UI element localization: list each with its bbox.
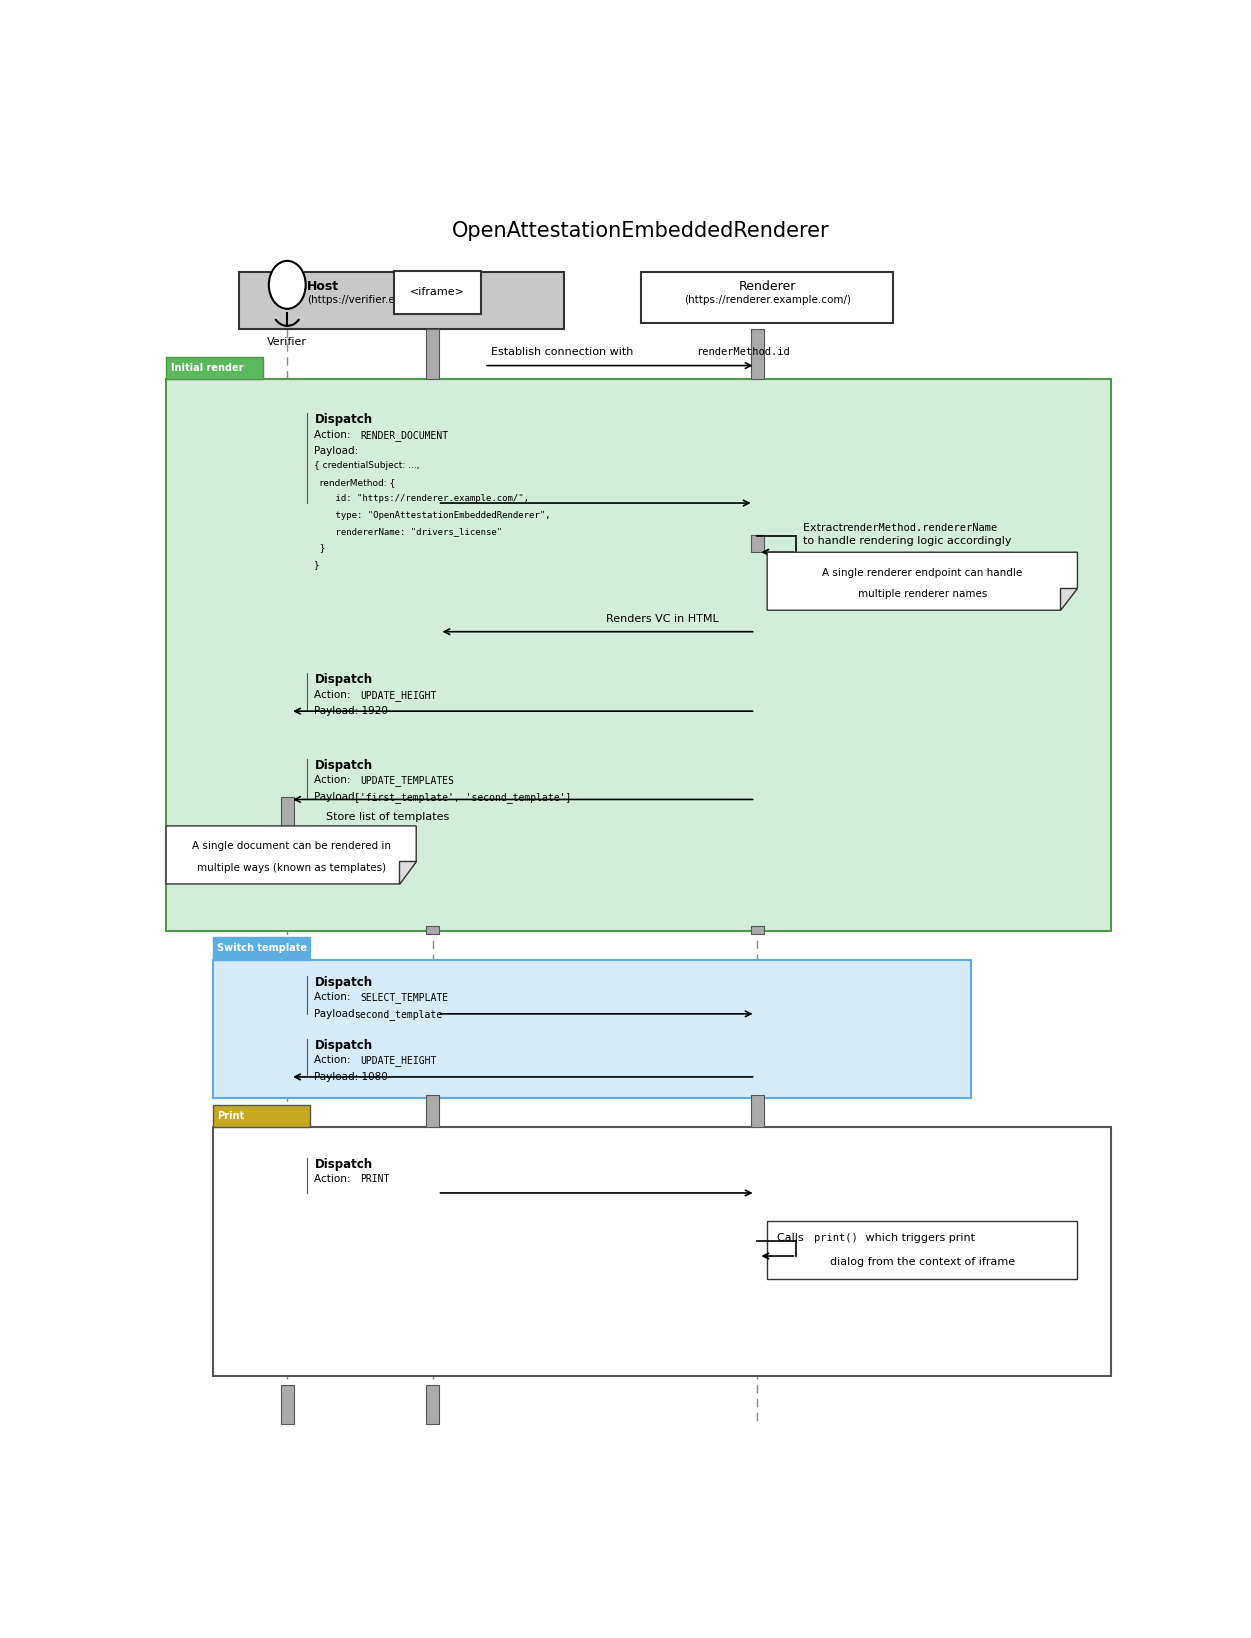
Text: Dispatch: Dispatch <box>314 976 373 989</box>
FancyBboxPatch shape <box>294 827 306 850</box>
Text: Print: Print <box>218 1111 245 1120</box>
Polygon shape <box>1060 588 1077 611</box>
Text: OpenAttestationEmbeddedRenderer: OpenAttestationEmbeddedRenderer <box>453 221 829 241</box>
FancyBboxPatch shape <box>767 1220 1077 1279</box>
Text: Payload: 1920: Payload: 1920 <box>314 706 388 716</box>
Text: Calls: Calls <box>777 1233 807 1243</box>
Text: <iframe>: <iframe> <box>410 287 465 298</box>
FancyBboxPatch shape <box>427 1094 439 1127</box>
Text: Action:: Action: <box>314 429 354 441</box>
Text: Switch template: Switch template <box>218 943 308 953</box>
Text: which triggers print: which triggers print <box>862 1233 976 1243</box>
Text: id: "https://renderer.example.com/",: id: "https://renderer.example.com/", <box>314 495 529 503</box>
Text: Dispatch: Dispatch <box>314 413 373 426</box>
Text: Host: Host <box>306 280 339 293</box>
Polygon shape <box>399 862 417 885</box>
Text: PRINT: PRINT <box>360 1174 389 1184</box>
FancyBboxPatch shape <box>751 1094 764 1127</box>
Text: Initial render: Initial render <box>171 364 244 373</box>
FancyBboxPatch shape <box>166 380 1111 930</box>
FancyBboxPatch shape <box>213 937 309 960</box>
Text: to handle rendering logic accordingly: to handle rendering logic accordingly <box>803 536 1012 545</box>
Text: Payload:: Payload: <box>314 1009 362 1019</box>
Text: (https://renderer.example.com/): (https://renderer.example.com/) <box>684 295 851 305</box>
FancyBboxPatch shape <box>213 1104 309 1127</box>
Text: (https://verifier.example.com/): (https://verifier.example.com/) <box>306 295 467 305</box>
Text: Action:: Action: <box>314 1174 354 1184</box>
Text: renderMethod.id: renderMethod.id <box>697 347 791 357</box>
Text: print(): print() <box>813 1233 857 1243</box>
Text: renderMethod.rendererName: renderMethod.rendererName <box>841 523 997 534</box>
Text: multiple renderer names: multiple renderer names <box>858 590 987 600</box>
FancyBboxPatch shape <box>751 329 764 380</box>
Text: Renderer: Renderer <box>738 280 796 293</box>
FancyBboxPatch shape <box>281 1384 294 1423</box>
Text: Action:: Action: <box>314 690 354 699</box>
Text: rendererName: "drivers_license": rendererName: "drivers_license" <box>314 527 503 536</box>
Text: A single document can be rendered in: A single document can be rendered in <box>191 842 390 852</box>
Text: Payload:: Payload: <box>314 446 359 457</box>
FancyBboxPatch shape <box>213 960 971 1099</box>
Text: Action:: Action: <box>314 1055 354 1065</box>
Text: Establish connection with: Establish connection with <box>490 347 637 357</box>
Text: type: "OpenAttestationEmbeddedRenderer",: type: "OpenAttestationEmbeddedRenderer", <box>314 511 550 519</box>
Text: Dispatch: Dispatch <box>314 1158 373 1171</box>
Text: Extract: Extract <box>803 523 847 534</box>
Text: }: } <box>314 544 327 552</box>
Text: renderMethod: {: renderMethod: { <box>314 478 395 486</box>
FancyBboxPatch shape <box>427 925 439 934</box>
Text: second_template: second_template <box>354 1009 443 1020</box>
Text: Payload: 1080: Payload: 1080 <box>314 1071 388 1081</box>
Polygon shape <box>767 552 1077 611</box>
FancyBboxPatch shape <box>751 534 764 552</box>
Text: A single renderer endpoint can handle: A single renderer endpoint can handle <box>822 567 1022 578</box>
Text: Dispatch: Dispatch <box>314 1038 373 1052</box>
Text: UPDATE_HEIGHT: UPDATE_HEIGHT <box>360 1055 437 1066</box>
Text: UPDATE_HEIGHT: UPDATE_HEIGHT <box>360 690 437 701</box>
FancyBboxPatch shape <box>427 1384 439 1423</box>
Text: Store list of templates: Store list of templates <box>327 812 449 822</box>
Text: SELECT_TEMPLATE: SELECT_TEMPLATE <box>360 993 448 1004</box>
Text: multiple ways (known as templates): multiple ways (known as templates) <box>196 863 385 873</box>
FancyBboxPatch shape <box>427 329 439 380</box>
Text: Verifier: Verifier <box>268 336 308 347</box>
Circle shape <box>269 260 305 310</box>
Text: Dispatch: Dispatch <box>314 673 373 686</box>
Text: Dispatch: Dispatch <box>314 758 373 771</box>
Text: Action:: Action: <box>314 993 354 1002</box>
Text: ['first_template', 'second_template']: ['first_template', 'second_template'] <box>354 791 572 803</box>
Text: RENDER_DOCUMENT: RENDER_DOCUMENT <box>360 429 448 441</box>
FancyBboxPatch shape <box>239 272 563 329</box>
Text: UPDATE_TEMPLATES: UPDATE_TEMPLATES <box>360 775 454 786</box>
Text: { credentialSubject: ...,: { credentialSubject: ..., <box>314 462 420 470</box>
Polygon shape <box>166 826 417 885</box>
Text: dialog from the context of iframe: dialog from the context of iframe <box>829 1258 1015 1268</box>
FancyBboxPatch shape <box>751 925 764 934</box>
Text: }: } <box>314 560 320 568</box>
FancyBboxPatch shape <box>642 272 893 323</box>
Text: Action:: Action: <box>314 775 354 786</box>
FancyBboxPatch shape <box>281 798 294 827</box>
FancyBboxPatch shape <box>213 1127 1111 1376</box>
Text: Payload:: Payload: <box>314 791 362 803</box>
FancyBboxPatch shape <box>394 270 482 314</box>
FancyBboxPatch shape <box>166 357 263 380</box>
Text: Renders VC in HTML: Renders VC in HTML <box>605 614 718 624</box>
